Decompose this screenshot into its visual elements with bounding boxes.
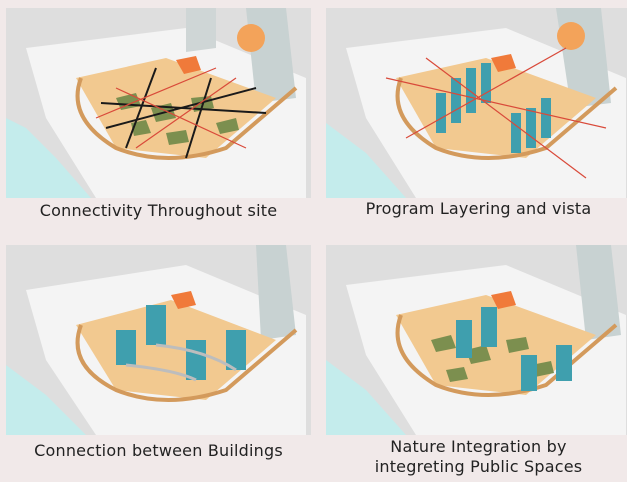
caption-program-layering: Program Layering and vista (365, 199, 592, 218)
elevated-walkway (75, 77, 298, 160)
plaza (76, 300, 276, 400)
building-links (125, 343, 237, 382)
orange-dome (557, 22, 585, 50)
background-tower (186, 8, 216, 52)
elevated-walkway (75, 324, 298, 402)
caption-line-2: integreting Public Spaces (374, 457, 583, 476)
connectivity-lines-black (100, 67, 267, 159)
diagram-connection-between-buildings (6, 245, 311, 435)
building-towers (456, 307, 572, 391)
connectivity-lines-red (95, 67, 247, 149)
caption-line-1: Nature Integration by (390, 437, 567, 456)
water-area (6, 365, 86, 435)
caption-connectivity: Connectivity Throughout site (39, 201, 278, 220)
diagram-connectivity (6, 8, 311, 198)
highlight-block (171, 291, 196, 309)
background-tower (256, 245, 296, 340)
caption-nature-integration: Nature Integration by integreting Public… (326, 437, 627, 477)
water-area (6, 118, 91, 198)
elevated-walkway (395, 77, 618, 160)
program-layering-illustration (326, 8, 627, 198)
connectivity-illustration (6, 8, 311, 198)
building-towers (116, 305, 246, 380)
caption-connection-between-buildings: Connection between Buildings (34, 441, 283, 460)
highlight-block (491, 291, 516, 309)
highlight-block (176, 56, 201, 74)
highlight-block (491, 54, 516, 72)
background-tower (576, 245, 621, 340)
green-patches (431, 335, 554, 382)
orange-dome (237, 24, 265, 52)
diagram-program-layering (326, 8, 627, 198)
connection-illustration (6, 245, 311, 435)
elevated-walkway (395, 314, 618, 397)
vista-lines (385, 47, 607, 179)
nature-integration-illustration (326, 245, 627, 435)
building-towers (436, 63, 551, 153)
water-area (326, 360, 406, 435)
water-area (326, 123, 406, 198)
diagram-nature-integration (326, 245, 627, 435)
